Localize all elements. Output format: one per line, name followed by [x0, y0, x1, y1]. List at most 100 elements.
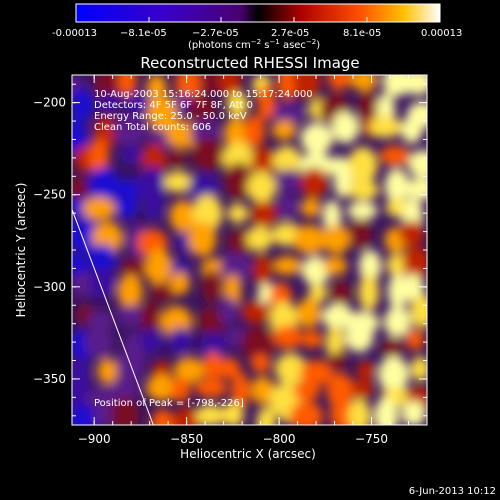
heatmap-blob [200, 331, 226, 362]
heatmap-blob [381, 337, 404, 359]
info-line: 10-Aug-2003 15:16:24.000 to 15:17:24.000 [94, 89, 313, 100]
heatmap-blob [97, 358, 118, 384]
heatmap-blob [120, 144, 142, 165]
x-tick-label: −850 [170, 432, 203, 446]
heatmap-blob [402, 246, 427, 280]
heatmap-blob [308, 282, 327, 304]
heatmap-blob [226, 91, 249, 118]
heatmap-blob [322, 256, 348, 276]
heatmap-image [72, 75, 427, 425]
timestamp: 6-Jun-2013 10:12 [409, 486, 496, 497]
heatmap-blob [72, 378, 92, 411]
y-tick-labels: −350 −300 −250 −200 [33, 96, 66, 386]
heatmap-blob [243, 114, 265, 148]
heatmap-blob [327, 75, 351, 90]
heatmap-blob [400, 116, 423, 144]
heatmap-blob [87, 310, 114, 332]
heatmap-blob [300, 359, 333, 386]
heatmap-blob [188, 221, 217, 257]
heatmap-blob [88, 243, 117, 274]
heatmap-blob [203, 351, 222, 381]
heatmap-blob [409, 294, 427, 329]
heatmap-blob [357, 361, 376, 380]
heatmap-blob [118, 304, 144, 328]
heatmap-blob [84, 328, 113, 358]
heatmap-blob [172, 407, 201, 425]
heatmap-blob [120, 257, 150, 279]
heatmap-blob [378, 356, 410, 393]
heatmap-blob [247, 170, 277, 204]
heatmap-blob [272, 256, 302, 276]
heatmap-blob [293, 380, 321, 402]
heatmap-blob [222, 402, 244, 425]
heatmap-blob [272, 103, 306, 125]
heatmap-blob [187, 95, 217, 124]
heatmap-blob [300, 167, 329, 198]
heatmap-blob [348, 397, 371, 425]
heatmap-blob [329, 280, 352, 307]
colorbar-tick-labels: -0.00013 −8.1e-05 −2.7e-05 2.7e-05 8.1e-… [52, 28, 462, 39]
heatmap-blob [301, 330, 323, 349]
heatmap-blob [110, 376, 139, 404]
heatmap-blob [169, 200, 196, 233]
y-tick-label: −200 [33, 96, 66, 110]
heatmap-blob [274, 353, 307, 385]
heatmap-blob [347, 201, 378, 220]
x-tick-labels: −900 −850 −800 −750 [78, 432, 388, 446]
heatmap-blob [350, 75, 378, 91]
heatmap-blob [117, 274, 143, 310]
heatmap-blob [292, 75, 322, 99]
heatmap-blob [112, 179, 146, 198]
heatmap-blob [321, 303, 354, 330]
solar-limb-line [72, 209, 154, 425]
heatmap-blob [146, 95, 179, 132]
heatmap-blob [327, 352, 348, 371]
heatmap-blob [277, 194, 297, 220]
heatmap-blob [89, 269, 116, 299]
axis-ticks [72, 75, 428, 425]
heatmap-blob [143, 190, 163, 222]
heatmap-blob [188, 172, 220, 203]
heatmap-blob [271, 120, 297, 141]
heatmap-blob [352, 379, 374, 399]
heatmap-blob [171, 377, 191, 402]
heatmap-blob [333, 166, 353, 199]
heatmap-blob [140, 300, 161, 336]
heatmap-blob [358, 89, 378, 127]
heatmap-blob [401, 400, 427, 425]
heatmap-blob [117, 75, 137, 97]
heatmap-blob [322, 224, 351, 255]
heatmap-blob [168, 327, 193, 354]
heatmap-blob [215, 357, 241, 379]
heatmap-blob [241, 326, 275, 363]
heatmap-blob [348, 180, 380, 201]
y-tick-label: −350 [33, 372, 66, 386]
heatmap-blob [379, 145, 411, 166]
x-tick-label: −900 [78, 432, 111, 446]
heatmap-blob [110, 397, 140, 425]
heatmap-blob [257, 84, 276, 121]
info-block: 10-Aug-2003 15:16:24.000 to 15:17:24.000… [94, 89, 313, 133]
colorbar-tick-label: 2.7e-05 [271, 28, 309, 39]
colorbar-tick-label: -0.00013 [52, 28, 97, 39]
heatmap-blob [246, 225, 273, 252]
info-line: Detectors: 4F 5F 6F 7F 8F, Att 0 [94, 100, 253, 111]
heatmap-blob [384, 168, 410, 204]
heatmap-blob [398, 220, 425, 246]
heatmap-blob [405, 329, 425, 351]
heatmap-blob [197, 307, 226, 335]
y-axis-label: Heliocentric Y (arcsec) [14, 183, 28, 318]
heatmap-blob [408, 149, 427, 179]
heatmap-blob [72, 404, 99, 425]
heatmap-blob [139, 328, 163, 354]
heatmap-blob [347, 146, 378, 184]
y-tick-label: −250 [33, 188, 66, 202]
heatmap-blob [175, 75, 203, 103]
heatmap-blob [195, 404, 226, 425]
heatmap-blob [241, 300, 270, 324]
heatmap-blob [330, 394, 352, 425]
heatmap-blob [227, 203, 249, 224]
heatmap-blob [368, 116, 402, 139]
heatmap-blob [296, 297, 321, 328]
